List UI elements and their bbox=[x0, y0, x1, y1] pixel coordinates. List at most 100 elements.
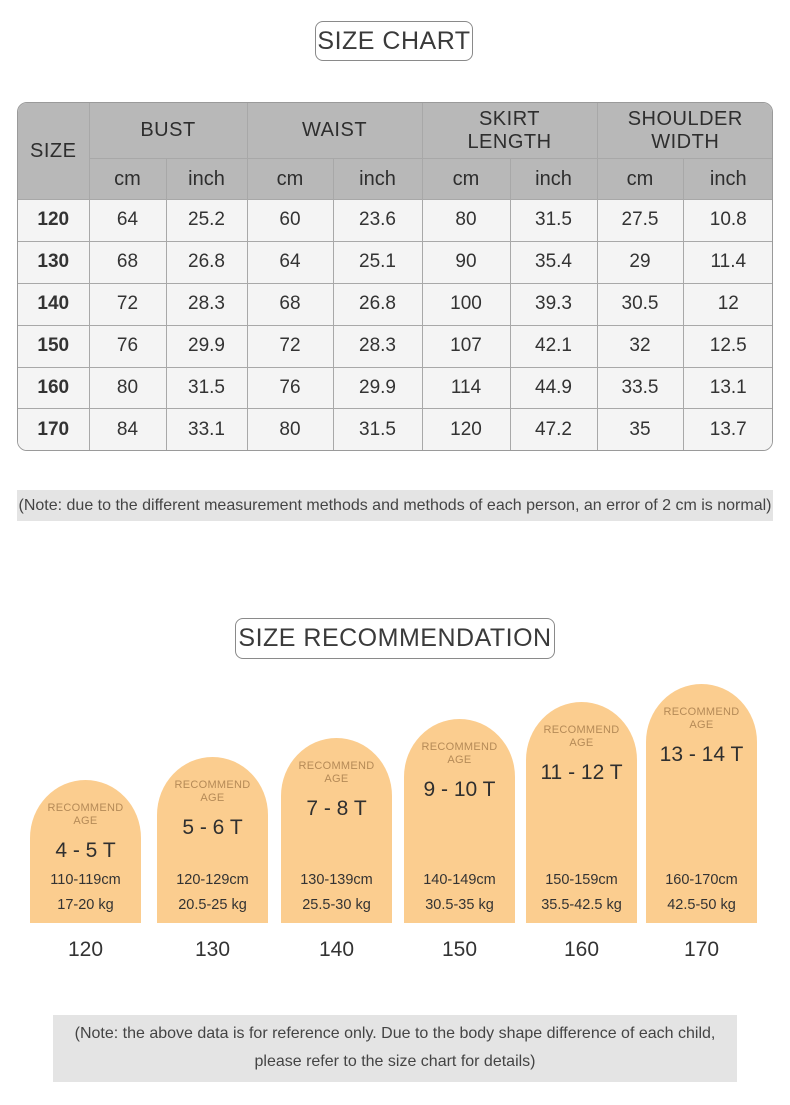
size-chart-note: (Note: due to the different measurement … bbox=[17, 490, 773, 521]
unit-header: cm bbox=[246, 158, 334, 200]
table-cell: 12 bbox=[682, 282, 772, 326]
table-cell: 32 bbox=[596, 324, 684, 368]
recommend-age-value: 4 - 5 T bbox=[55, 839, 116, 862]
table-cell: 68 bbox=[246, 282, 334, 326]
size-cell: 130 bbox=[18, 240, 90, 284]
recommend-card: RECOMMEND AGE 4 - 5 T 110-119cm 17-20 kg bbox=[30, 780, 141, 923]
table-cell: 13.7 bbox=[682, 408, 772, 450]
recommend-age-value: 7 - 8 T bbox=[306, 797, 367, 820]
table-cell: 26.8 bbox=[332, 282, 423, 326]
table-cell: 68 bbox=[88, 240, 167, 284]
recommend-height: 140-149cm bbox=[423, 872, 496, 888]
unit-header: cm bbox=[89, 158, 167, 200]
table-row: 130 68 26.8 64 25.1 90 35.4 29 11.4 bbox=[18, 240, 772, 284]
recommend-weight: 20.5-25 kg bbox=[178, 897, 247, 913]
recommend-age-value: 9 - 10 T bbox=[423, 778, 496, 801]
table-row: 120 64 25.2 60 23.6 80 31.5 27.5 10.8 bbox=[18, 199, 772, 242]
table-cell: 31.5 bbox=[165, 366, 248, 410]
recommend-age-value: 11 - 12 T bbox=[540, 761, 623, 784]
shoulder-width-header: SHOULDER WIDTH bbox=[596, 103, 772, 159]
unit-header: inch bbox=[165, 158, 248, 200]
table-cell: 64 bbox=[88, 199, 167, 242]
recommend-height: 150-159cm bbox=[545, 872, 618, 888]
table-cell: 13.1 bbox=[682, 366, 772, 410]
skirt-length-header-text: SKIRT LENGTH bbox=[467, 107, 552, 153]
unit-header: inch bbox=[509, 158, 598, 200]
recommendation-note-line1: (Note: the above data is for reference o… bbox=[74, 1025, 716, 1042]
recommend-card: RECOMMEND AGE 9 - 10 T 140-149cm 30.5-35 kg bbox=[404, 719, 515, 923]
table-cell: 76 bbox=[88, 324, 167, 368]
table-cell: 90 bbox=[421, 240, 511, 284]
recommend-age-label: RECOMMEND AGE bbox=[663, 706, 740, 731]
recommend-size: 120 bbox=[67, 938, 104, 961]
recommend-size: 140 bbox=[318, 938, 355, 961]
table-cell: 30.5 bbox=[596, 282, 684, 326]
recommend-weight: 17-20 kg bbox=[57, 897, 114, 913]
recommend-card: RECOMMEND AGE 11 - 12 T 150-159cm 35.5-42.5… bbox=[526, 702, 637, 923]
table-row: 150 76 29.9 72 28.3 107 42.1 32 12.5 bbox=[18, 324, 772, 368]
shoulder-width-header-text: SHOULDER WIDTH bbox=[627, 107, 743, 153]
recommend-height: 130-139cm bbox=[300, 872, 373, 888]
table-cell: 100 bbox=[421, 282, 511, 326]
recommend-weight: 42.5-50 kg bbox=[667, 897, 736, 913]
table-cell: 12.5 bbox=[682, 324, 772, 368]
recommend-height: 110-119cm bbox=[50, 872, 121, 888]
unit-header: cm bbox=[596, 158, 684, 200]
table-row: 170 84 33.1 80 31.5 120 47.2 35 13.7 bbox=[18, 408, 772, 450]
table-cell: 35 bbox=[596, 408, 684, 450]
recommend-height: 120-129cm bbox=[176, 872, 249, 888]
size-cell: 120 bbox=[18, 199, 90, 242]
table-cell: 23.6 bbox=[332, 199, 423, 242]
table-cell: 72 bbox=[246, 324, 334, 368]
recommendation-note-line2: please refer to the size chart for detai… bbox=[254, 1053, 536, 1070]
table-cell: 11.4 bbox=[682, 240, 772, 284]
table-cell: 33.5 bbox=[596, 366, 684, 410]
bust-header: BUST bbox=[88, 103, 248, 159]
table-cell: 31.5 bbox=[332, 408, 423, 450]
table-cell: 80 bbox=[246, 408, 334, 450]
recommend-age-label: RECOMMEND AGE bbox=[421, 741, 498, 766]
table-cell: 28.3 bbox=[165, 282, 248, 326]
size-recommendation-title-text: SIZE RECOMMENDATION bbox=[238, 624, 552, 652]
recommend-age-value: 13 - 14 T bbox=[659, 743, 744, 766]
table-cell: 64 bbox=[246, 240, 334, 284]
recommend-age-value: 5 - 6 T bbox=[182, 816, 243, 839]
table-cell: 80 bbox=[88, 366, 167, 410]
table-row: 140 72 28.3 68 26.8 100 39.3 30.5 12 bbox=[18, 282, 772, 326]
table-row: 160 80 31.5 76 29.9 114 44.9 33.5 13.1 bbox=[18, 366, 772, 410]
table-cell: 26.8 bbox=[165, 240, 248, 284]
table-cell: 25.2 bbox=[165, 199, 248, 242]
recommend-height: 160-170cm bbox=[665, 872, 738, 888]
size-cell: 170 bbox=[18, 408, 90, 450]
table-cell: 47.2 bbox=[509, 408, 598, 450]
size-chart-title-text: SIZE CHART bbox=[317, 26, 471, 55]
table-cell: 39.3 bbox=[509, 282, 598, 326]
size-cell: 140 bbox=[18, 282, 90, 326]
table-cell: 114 bbox=[421, 366, 511, 410]
recommend-card: RECOMMEND AGE 13 - 14 T 160-170cm 42.5-50 k… bbox=[646, 684, 757, 923]
table-cell: 28.3 bbox=[332, 324, 423, 368]
recommend-size: 170 bbox=[683, 938, 720, 961]
table-cell: 29.9 bbox=[165, 324, 248, 368]
table-cell: 44.9 bbox=[509, 366, 598, 410]
size-header: SIZE bbox=[18, 103, 90, 200]
recommendation-note: (Note: the above data is for reference o… bbox=[53, 1015, 737, 1082]
size-chart-title: SIZE CHART bbox=[315, 21, 473, 61]
size-recommendation-title: SIZE RECOMMENDATION bbox=[235, 618, 555, 659]
table-cell: 107 bbox=[421, 324, 511, 368]
table-cell: 76 bbox=[246, 366, 334, 410]
size-cell: 150 bbox=[18, 324, 90, 368]
size-cell: 160 bbox=[18, 366, 90, 410]
table-cell: 72 bbox=[88, 282, 167, 326]
table-cell: 31.5 bbox=[509, 199, 598, 242]
unit-header: cm bbox=[421, 158, 511, 200]
table-cell: 60 bbox=[246, 199, 334, 242]
table-cell: 33.1 bbox=[165, 408, 248, 450]
recommend-weight: 35.5-42.5 kg bbox=[541, 897, 622, 913]
recommend-card: RECOMMEND AGE 5 - 6 T 120-129cm 20.5-25 kg bbox=[157, 757, 268, 923]
unit-header: inch bbox=[682, 158, 772, 200]
size-chart-table-container: SIZE BUST WAIST SKIRT LENGTH SHOULDER WI… bbox=[17, 102, 773, 451]
recommend-age-label: RECOMMEND AGE bbox=[543, 724, 620, 749]
recommend-size: 160 bbox=[563, 938, 600, 961]
skirt-length-header: SKIRT LENGTH bbox=[421, 103, 598, 159]
